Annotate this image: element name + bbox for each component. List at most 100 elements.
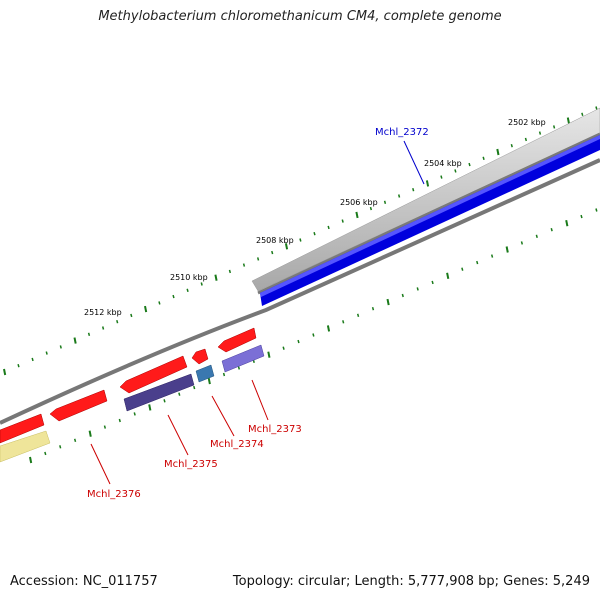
inner-tick-34: [535, 234, 538, 238]
inner-tick-3: [73, 438, 77, 442]
outer-tick-16: [228, 269, 232, 274]
inner-tick-33: [520, 241, 524, 245]
inner-tick-27: [431, 280, 434, 285]
map-title: Methylobacterium chloromethanicum CM4, c…: [98, 9, 502, 24]
outer-tick-17: [242, 263, 246, 267]
outer-tick-15: [214, 274, 218, 281]
outer-tick-18: [256, 257, 260, 261]
inner-tick-12: [207, 377, 211, 385]
outer-tick-21: [299, 238, 302, 242]
inner-tick-5: [103, 425, 107, 429]
inner-tick-7: [133, 412, 136, 416]
gene-labels: Mchl_2372 Mchl_2373 Mchl_2374 Mchl_2375 …: [87, 127, 429, 500]
inner-tick-37: [580, 214, 583, 219]
outer-tick-32: [454, 169, 457, 173]
tick-label-2512: 2512 kbp: [84, 308, 122, 317]
inner-tick-36: [565, 220, 569, 227]
outer-tick-0: [3, 368, 7, 376]
outer-tick-30: [425, 180, 430, 187]
outer-tick-38: [538, 131, 542, 135]
forward-gene-segment[interactable]: [251, 107, 600, 292]
tick-dashes: [3, 106, 598, 464]
inner-tick-8: [148, 404, 152, 411]
cog-box-mchl-2377[interactable]: [0, 430, 51, 463]
gene-label-mchl-2375[interactable]: Mchl_2375: [164, 459, 218, 470]
inner-tick-21: [342, 320, 345, 324]
tick-label-2510: 2510 kbp: [170, 273, 208, 282]
leader-mchl-2373: [251, 379, 269, 421]
cds-mchl-2375[interactable]: [119, 355, 188, 394]
inner-tick-22: [356, 313, 360, 317]
inner-tick-18: [297, 339, 300, 344]
inner-tick-2: [59, 445, 62, 449]
leader-mchl-2375: [167, 414, 189, 456]
inner-tick-19: [312, 333, 315, 337]
tick-labels: 2502 kbp 2504 kbp 2506 kbp 2508 kbp 2510…: [84, 118, 546, 317]
outer-tick-5: [73, 337, 77, 344]
outer-tick-29: [412, 188, 415, 192]
reverse-cds-layer: [0, 327, 257, 444]
gene-label-mchl-2373[interactable]: Mchl_2373: [248, 424, 302, 435]
outer-tick-41: [581, 112, 584, 116]
outer-tick-36: [510, 144, 513, 148]
cds-mchl-2377[interactable]: [0, 413, 45, 444]
cds-mchl-2374[interactable]: [191, 348, 209, 365]
outer-tick-22: [313, 232, 316, 236]
inner-tick-28: [446, 272, 450, 279]
outer-tick-8: [116, 320, 119, 324]
outer-tick-2: [31, 357, 34, 362]
inner-tick-20: [326, 325, 331, 332]
outer-tick-4: [59, 345, 62, 349]
outer-tick-11: [158, 301, 161, 305]
inner-tick-35: [550, 228, 553, 232]
inner-tick-14: [237, 366, 241, 370]
outer-tick-23: [327, 225, 330, 230]
outer-tick-28: [397, 194, 401, 198]
outer-tick-39: [552, 125, 556, 129]
tick-label-2506: 2506 kbp: [340, 198, 378, 207]
outer-tick-12: [172, 294, 175, 299]
gene-label-mchl-2376[interactable]: Mchl_2376: [87, 489, 141, 500]
backbone-outer: [257, 132, 600, 295]
gene-label-mchl-2372[interactable]: Mchl_2372: [375, 127, 429, 138]
outer-tick-1: [17, 364, 20, 368]
cog-box-mchl-2375[interactable]: [123, 373, 195, 412]
outer-tick-6: [87, 332, 91, 336]
outer-tick-19: [271, 250, 274, 255]
cog-box-mchl-2373[interactable]: [221, 344, 265, 373]
inner-tick-16: [267, 351, 271, 358]
cog-box-mchl-2374[interactable]: [195, 364, 215, 383]
cds-mchl-2373[interactable]: [217, 327, 257, 353]
inner-tick-31: [490, 254, 494, 258]
outer-tick-24: [341, 219, 344, 223]
outer-tick-31: [440, 175, 443, 179]
accession-text: Accession: NC_011757: [10, 574, 158, 589]
inner-tick-0: [29, 456, 33, 464]
inner-tick-13: [222, 372, 226, 377]
inner-tick-25: [401, 293, 404, 298]
topology-text: Topology: circular; Length: 5,777,908 bp…: [232, 574, 590, 589]
outer-tick-13: [186, 288, 189, 292]
backbone-inner: [0, 158, 600, 425]
cds-mchl-2376[interactable]: [49, 389, 108, 422]
gene-label-mchl-2374[interactable]: Mchl_2374: [210, 439, 264, 450]
outer-tick-20: [284, 243, 289, 250]
cog-layer: [0, 344, 265, 463]
outer-tick-3: [45, 351, 48, 355]
outer-tick-10: [144, 305, 148, 313]
outer-tick-42: [595, 106, 598, 110]
outer-tick-35: [496, 148, 500, 156]
inner-tick-6: [118, 418, 121, 423]
inner-tick-29: [461, 267, 464, 271]
tick-label-2502: 2502 kbp: [508, 118, 546, 127]
outer-tick-14: [200, 282, 203, 286]
inner-tick-24: [386, 298, 390, 306]
inner-tick-10: [178, 392, 181, 396]
inner-tick-26: [416, 287, 419, 291]
outer-tick-40: [566, 117, 570, 124]
inner-tick-23: [371, 307, 375, 311]
outer-tick-37: [524, 137, 528, 142]
inner-tick-17: [282, 346, 285, 350]
